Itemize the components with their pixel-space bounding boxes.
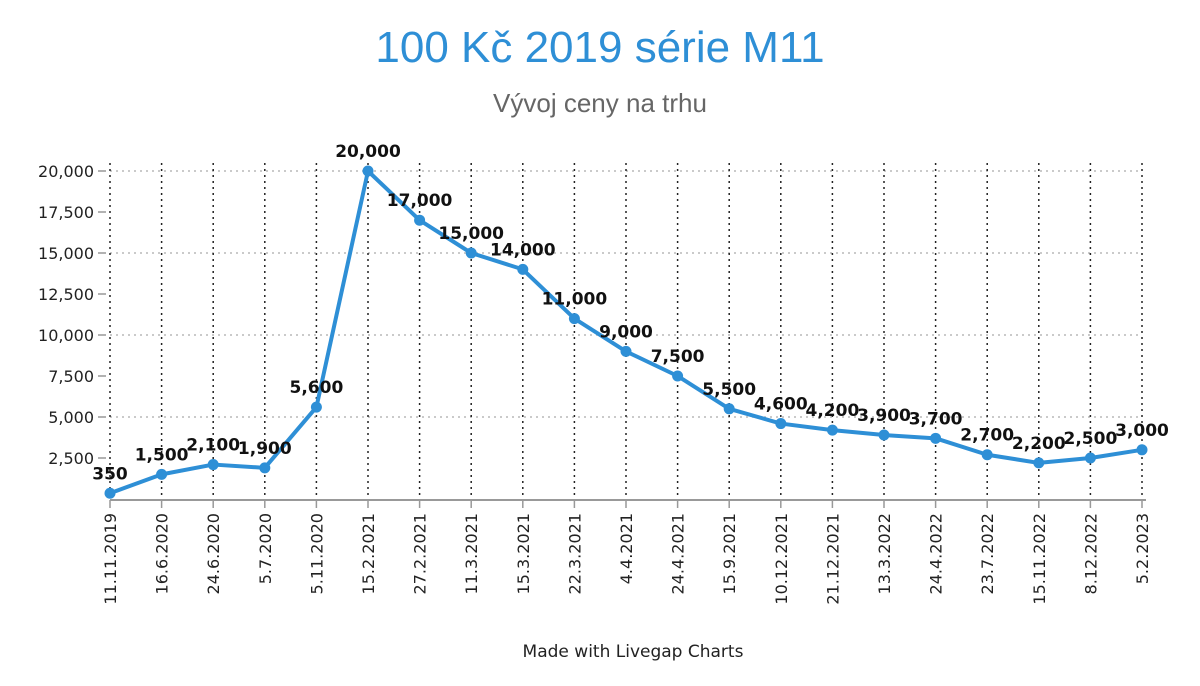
data-label: 15,000 [438,224,504,244]
data-point[interactable] [723,403,735,415]
y-tick-label: 12,500 [38,285,94,304]
data-label: 2,200 [1012,434,1066,454]
data-label: 1,900 [238,439,292,459]
data-label: 5,600 [290,378,344,398]
data-point[interactable] [826,424,838,436]
data-point[interactable] [672,370,684,382]
data-label: 3,900 [857,406,911,426]
y-tick-label: 2,500 [48,449,94,468]
data-label: 2,100 [186,436,240,456]
x-tick-label: 27.2.2021 [411,513,430,594]
data-label: 5,500 [702,380,756,400]
series [104,165,1148,499]
data-point[interactable] [981,449,993,461]
data-point[interactable] [878,429,890,441]
y-tick-label: 17,500 [38,203,94,222]
data-label: 1,500 [135,445,189,465]
data-label: 4,600 [754,395,808,415]
data-label: 3,700 [909,409,963,429]
data-label: 9,000 [599,322,653,342]
x-tick-label: 21.12.2021 [823,513,842,605]
y-tick-label: 20,000 [38,162,94,181]
data-point[interactable] [310,401,322,413]
grid [109,163,1143,499]
x-tick-label: 5.11.2020 [307,513,326,594]
y-tick-label: 10,000 [38,326,94,345]
x-tick-label: 15.2.2021 [359,513,378,594]
x-tick-label: 8.12.2022 [1081,513,1100,594]
x-tick-label: 24.4.2022 [927,513,946,594]
data-point[interactable] [1033,457,1045,469]
x-tick-label: 4.4.2021 [617,513,636,584]
x-tick-label: 10.12.2021 [772,513,791,605]
data-point[interactable] [104,487,116,499]
y-tick-label: 15,000 [38,244,94,263]
data-point[interactable] [156,468,168,480]
data-label: 2,700 [960,426,1014,446]
data-point[interactable] [775,418,787,430]
data-point[interactable] [1084,452,1096,464]
data-label: 11,000 [542,290,608,310]
x-tick-label: 11.3.2021 [462,513,481,594]
data-point[interactable] [930,432,942,444]
x-tick-label: 22.3.2021 [565,513,584,594]
chart-subtitle: Vývoj ceny na trhu [493,88,707,118]
x-tick-label: 23.7.2022 [978,513,997,594]
data-point[interactable] [620,345,632,357]
data-point[interactable] [1136,444,1148,456]
data-point[interactable] [259,462,271,474]
data-point[interactable] [414,214,426,226]
x-tick-label: 15.3.2021 [514,513,533,594]
data-point[interactable] [465,247,477,259]
data-label: 3,000 [1115,421,1169,441]
x-tick-label: 5.7.2020 [256,513,275,584]
data-label: 14,000 [490,240,556,260]
chart-title: 100 Kč 2019 série M11 [375,23,824,72]
data-label: 350 [92,464,128,484]
data-point[interactable] [517,263,529,275]
y-tick-label: 5,000 [48,408,94,427]
x-tick-label: 5.2.2023 [1133,513,1152,584]
data-label: 4,200 [806,401,860,421]
data-label: 20,000 [335,142,401,162]
data-label: 2,500 [1064,429,1118,449]
x-tick-label: 24.4.2021 [669,513,688,594]
data-label: 7,500 [651,347,705,367]
x-tick-label: 15.9.2021 [720,513,739,594]
x-tick-label: 15.11.2022 [1030,513,1049,605]
x-tick-label: 24.6.2020 [204,513,223,594]
data-point[interactable] [362,165,374,177]
x-tick-label: 16.6.2020 [153,513,172,594]
x-tick-label: 13.3.2022 [875,513,894,594]
data-point[interactable] [207,459,219,471]
y-tick-label: 7,500 [48,367,94,386]
axes: 2,500 5,000 7,500 10,000 12,500 15,000 17,500 2… [38,162,1152,605]
data-label: 17,000 [387,191,453,211]
x-tick-label: 11.11.2019 [101,513,120,605]
data-point[interactable] [568,313,580,325]
footer-credit: Made with Livegap Charts [523,642,744,662]
